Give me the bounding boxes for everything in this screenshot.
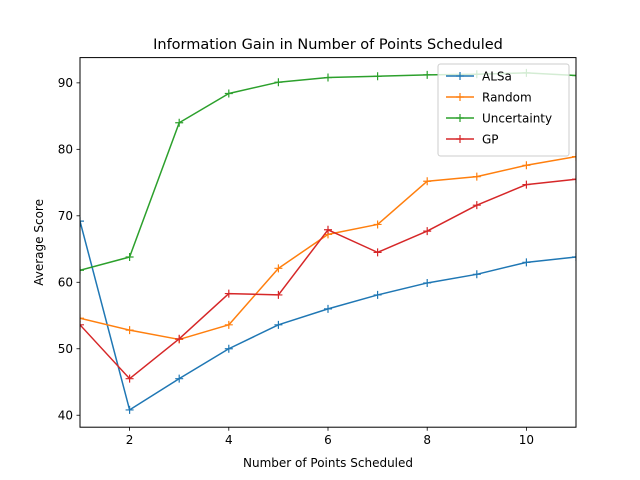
- data-point-uncertainty: [80, 266, 84, 275]
- data-point-gp: [572, 175, 576, 184]
- data-point-alsa: [522, 258, 531, 267]
- legend-marker-random: [456, 93, 464, 101]
- series-alsa: [80, 217, 576, 414]
- x-axis-ticks: 2 4 6 8 10: [126, 427, 534, 447]
- legend-item-random: Random: [446, 90, 532, 104]
- data-point-uncertainty: [274, 78, 283, 87]
- data-point-gp: [274, 290, 283, 299]
- data-point-alsa: [324, 304, 332, 313]
- data-point-alsa: [472, 270, 481, 279]
- data-point-random: [423, 177, 432, 186]
- legend-marker-uncertainty: [456, 114, 464, 122]
- legend-item-uncertainty: Uncertainty: [446, 111, 552, 125]
- data-point-random: [224, 320, 233, 329]
- data-point-gp: [80, 320, 84, 329]
- data-point-alsa: [423, 278, 432, 287]
- x-tick-label: 10: [519, 433, 534, 447]
- legend-label-gp: GP: [482, 132, 499, 146]
- series-gp: [80, 175, 576, 383]
- data-point-alsa: [572, 253, 576, 262]
- data-point-gp: [522, 180, 531, 189]
- data-point-gp: [472, 201, 481, 210]
- data-point-gp: [224, 289, 233, 298]
- x-axis-label: Number of Points Scheduled: [243, 456, 413, 470]
- data-point-uncertainty: [125, 253, 134, 262]
- x-tick-label: 2: [126, 433, 134, 447]
- data-point-alsa: [175, 374, 184, 383]
- y-tick-label: 40: [58, 408, 73, 422]
- y-axis-label: Average Score: [32, 199, 46, 286]
- data-point-uncertainty: [224, 89, 233, 98]
- y-tick-label: 90: [58, 76, 73, 90]
- y-tick-label: 70: [58, 209, 73, 223]
- data-point-alsa: [373, 290, 382, 299]
- data-point-gp: [373, 248, 382, 257]
- data-point-random: [373, 220, 382, 229]
- data-point-random: [125, 326, 134, 335]
- data-point-uncertainty: [324, 73, 332, 82]
- legend-item-alsa: ALSa: [446, 69, 512, 83]
- x-tick-label: 8: [423, 433, 431, 447]
- data-point-random: [80, 314, 84, 323]
- legend: ALSa Random Uncertainty GP: [437, 63, 570, 157]
- data-point-random: [572, 152, 576, 161]
- y-tick-label: 60: [58, 275, 73, 289]
- legend-label-alsa: ALSa: [482, 69, 512, 83]
- data-point-gp: [125, 374, 134, 383]
- legend-marker-gp: [456, 135, 464, 143]
- data-point-uncertainty: [175, 118, 184, 127]
- data-point-alsa: [274, 320, 283, 329]
- axes-frame: [79, 57, 577, 428]
- data-point-alsa: [80, 217, 84, 226]
- data-point-random: [472, 172, 481, 181]
- y-tick-label: 50: [58, 342, 73, 356]
- data-point-alsa: [224, 344, 233, 353]
- legend-frame: [437, 63, 570, 157]
- legend-label-uncertainty: Uncertainty: [482, 111, 552, 125]
- data-point-alsa: [125, 405, 134, 414]
- data-point-uncertainty: [373, 72, 382, 81]
- data-point-random: [522, 161, 531, 170]
- data-point-gp: [175, 334, 184, 343]
- legend-marker-alsa: [456, 72, 464, 80]
- legend-label-random: Random: [482, 90, 532, 104]
- chart-title: Information Gain in Number of Points Sch…: [153, 37, 503, 53]
- legend-item-gp: GP: [446, 132, 499, 146]
- data-point-uncertainty: [423, 70, 432, 79]
- y-axis-ticks: 40 50 60 70 80 90: [58, 76, 80, 422]
- data-point-gp: [423, 227, 432, 236]
- series-layer: [80, 68, 576, 414]
- data-point-uncertainty: [572, 71, 576, 80]
- x-tick-label: 4: [225, 433, 233, 447]
- x-tick-label: 6: [324, 433, 332, 447]
- data-point-gp: [324, 225, 332, 234]
- y-tick-label: 80: [58, 143, 73, 157]
- data-point-random: [274, 264, 283, 273]
